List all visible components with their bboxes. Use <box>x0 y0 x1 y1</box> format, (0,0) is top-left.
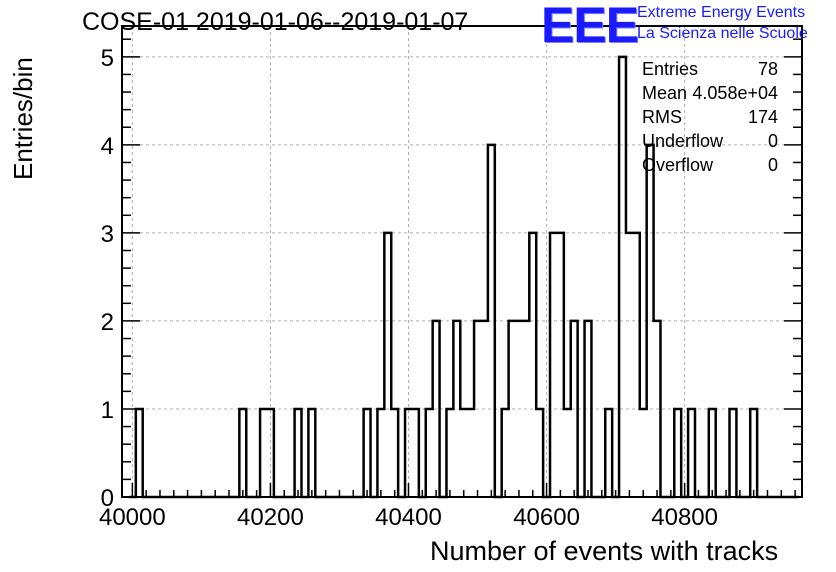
stat-value: 78 <box>757 59 778 79</box>
x-tick-label: 40800 <box>651 504 718 531</box>
y-tick-label: 0 <box>101 485 114 512</box>
y-tick-label: 1 <box>101 397 114 424</box>
stat-row-mean: Mean 4.058e+04 <box>636 80 782 104</box>
y-tick-labels: 0 1 2 3 4 5 <box>101 45 114 512</box>
brand-line-2: La Scienza nelle Scuole <box>637 25 808 42</box>
stat-row-entries: Entries 78 <box>636 56 782 80</box>
axis-ticks <box>122 38 802 498</box>
x-tick-label: 40400 <box>375 504 442 531</box>
x-tick-label: 40200 <box>237 504 304 531</box>
y-axis-label: Entries/bin <box>8 57 38 180</box>
stat-label: Entries <box>642 59 699 79</box>
y-tick-label: 2 <box>101 309 114 336</box>
plot-frame <box>121 25 803 498</box>
stat-value: 4.058e+04 <box>692 83 778 103</box>
eee-logo: EEE <box>541 0 639 53</box>
stat-row-overflow: Overflow 0 <box>636 152 782 176</box>
stat-row-underflow: Underflow 0 <box>636 128 782 152</box>
stat-value: 0 <box>767 131 778 151</box>
stat-label: Mean <box>642 83 688 103</box>
y-tick-label: 5 <box>101 45 114 72</box>
stats-box: Entries 78 Mean 4.058e+04 RMS 174 Underf… <box>636 56 782 176</box>
x-axis-label: Number of events with tracks <box>430 536 779 566</box>
y-tick-label: 3 <box>101 221 114 248</box>
stat-value: 174 <box>747 107 778 127</box>
stat-row-rms: RMS 174 <box>636 104 782 128</box>
x-tick-label: 40000 <box>99 504 166 531</box>
x-tick-label: 40600 <box>513 504 580 531</box>
chart-title: COSE-01 2019-01-06--2019-01-07 <box>82 8 469 36</box>
x-tick-labels: 40000 40200 40400 40600 40800 <box>99 504 718 531</box>
y-tick-label: 4 <box>101 133 114 160</box>
stat-label: Overflow <box>642 155 714 175</box>
brand-line-1: Extreme Energy Events <box>637 4 806 21</box>
stat-label: RMS <box>642 107 682 127</box>
histogram-step-line <box>128 55 799 499</box>
stat-label: Underflow <box>642 131 724 151</box>
stat-value: 0 <box>767 155 778 175</box>
